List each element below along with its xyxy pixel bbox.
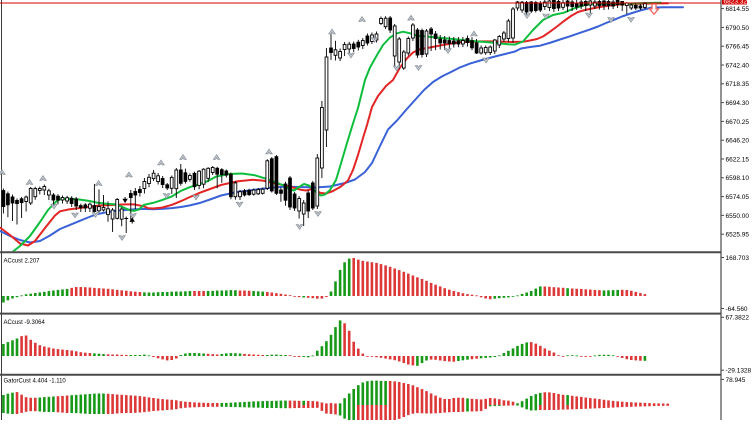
svg-text:78.945: 78.945	[726, 377, 746, 384]
svg-text:6742.40: 6742.40	[726, 62, 750, 69]
svg-text:6814.55: 6814.55	[726, 6, 750, 13]
svg-text:6525.95: 6525.95	[726, 232, 750, 239]
svg-text:6670.25: 6670.25	[726, 119, 750, 126]
svg-text:67.3822: 67.3822	[726, 315, 750, 322]
svg-text:6790.50: 6790.50	[726, 25, 750, 32]
svg-text:6694.30: 6694.30	[726, 100, 750, 107]
svg-text:ACcust 2.207: ACcust 2.207	[4, 259, 41, 265]
svg-text:6823.32: 6823.32	[724, 0, 748, 6]
svg-text:-64.560: -64.560	[726, 306, 748, 313]
svg-text:6622.15: 6622.15	[726, 156, 750, 163]
svg-text:6574.05: 6574.05	[726, 194, 750, 201]
svg-text:6550.00: 6550.00	[726, 213, 750, 220]
svg-text:168.703: 168.703	[726, 255, 750, 262]
svg-text:6646.20: 6646.20	[726, 138, 750, 145]
svg-text:-29.1328: -29.1328	[726, 368, 752, 375]
svg-text:ACcust -9.3064: ACcust -9.3064	[4, 320, 46, 326]
svg-text:6598.10: 6598.10	[726, 175, 750, 182]
svg-text:6718.35: 6718.35	[726, 81, 750, 88]
svg-text:6766.45: 6766.45	[726, 44, 750, 51]
svg-text:GatorCust 4.404 -1.110: GatorCust 4.404 -1.110	[4, 379, 67, 385]
